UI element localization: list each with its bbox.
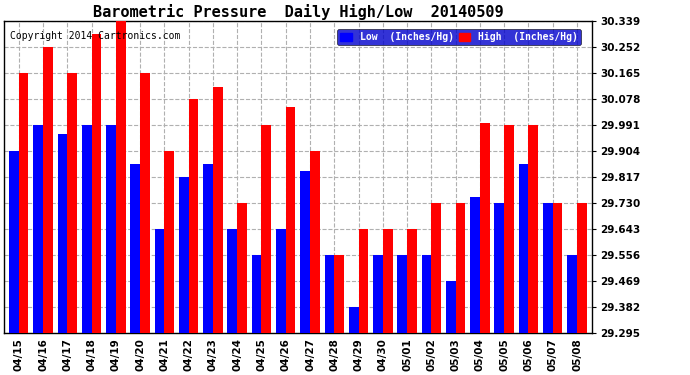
Bar (82, 125, 92, 333)
Bar (324, 255, 334, 333)
Bar (373, 255, 383, 333)
Bar (543, 203, 553, 333)
Bar (300, 171, 310, 333)
Bar (106, 125, 116, 333)
Legend: Low  (Inches/Hg), High  (Inches/Hg): Low (Inches/Hg), High (Inches/Hg) (337, 29, 581, 45)
Text: Copyright 2014 Cartronics.com: Copyright 2014 Cartronics.com (10, 31, 180, 40)
Bar (213, 87, 223, 333)
Bar (359, 229, 368, 333)
Bar (334, 255, 344, 333)
Bar (519, 164, 529, 333)
Bar (455, 203, 465, 333)
Bar (470, 197, 480, 333)
Bar (567, 255, 577, 333)
Bar (164, 151, 174, 333)
Bar (383, 229, 393, 333)
Bar (407, 229, 417, 333)
Bar (495, 203, 504, 333)
Bar (179, 177, 188, 333)
Bar (204, 164, 213, 333)
Title: Barometric Pressure  Daily High/Low  20140509: Barometric Pressure Daily High/Low 20140… (92, 4, 503, 20)
Bar (252, 255, 262, 333)
Bar (480, 123, 490, 333)
Bar (92, 34, 101, 333)
Bar (140, 73, 150, 333)
Bar (116, 21, 126, 333)
Bar (262, 125, 271, 333)
Bar (19, 73, 28, 333)
Bar (9, 151, 19, 333)
Bar (431, 203, 441, 333)
Bar (397, 255, 407, 333)
Bar (188, 99, 198, 333)
Bar (155, 229, 164, 333)
Bar (310, 151, 319, 333)
Bar (130, 164, 140, 333)
Bar (553, 203, 562, 333)
Bar (446, 281, 455, 333)
Bar (33, 125, 43, 333)
Bar (276, 229, 286, 333)
Bar (349, 307, 359, 333)
Bar (57, 135, 68, 333)
Bar (286, 107, 295, 333)
Bar (68, 73, 77, 333)
Bar (529, 125, 538, 333)
Bar (422, 255, 431, 333)
Bar (237, 203, 247, 333)
Bar (228, 229, 237, 333)
Bar (504, 125, 514, 333)
Bar (43, 47, 52, 333)
Bar (577, 203, 586, 333)
